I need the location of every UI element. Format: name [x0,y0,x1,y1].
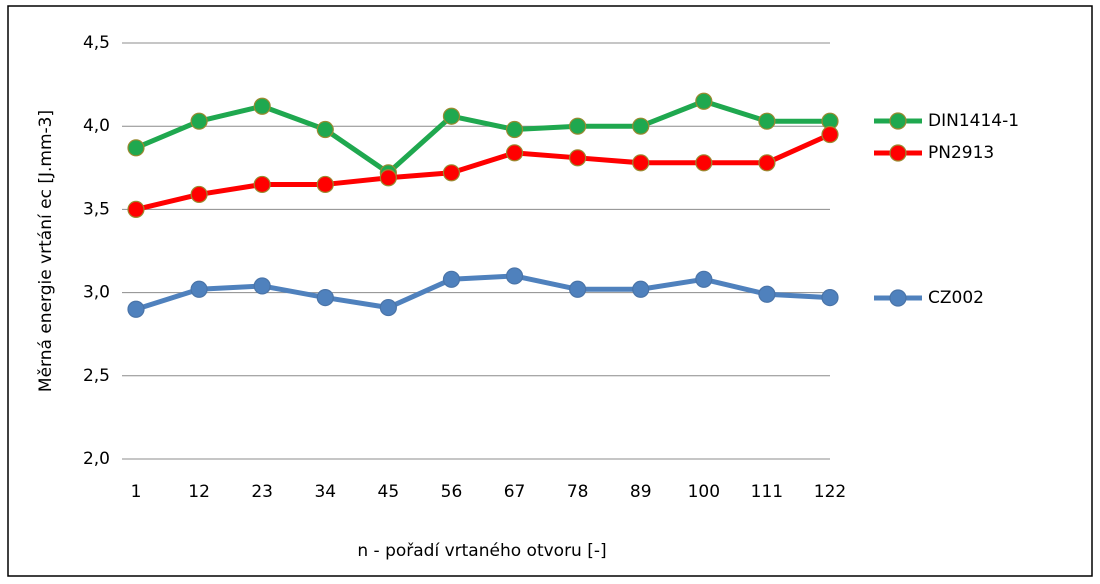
data-point [442,107,461,125]
y-tick-label: 2,0 [83,449,110,469]
y-tick-label: 3,0 [83,283,110,303]
series-line [135,273,831,312]
x-tick-label: 67 [504,482,526,502]
data-point [758,285,776,303]
y-tick-label: 4,5 [83,33,110,53]
x-tick-label: 78 [567,482,589,502]
data-point [442,164,461,182]
series-line [135,98,830,176]
data-point [190,185,208,204]
data-point [127,300,145,318]
y-tick-label: 2,5 [83,366,110,386]
data-point [505,267,524,285]
legend-marker [889,112,907,130]
x-tick-label: 45 [378,482,400,502]
data-point [821,288,839,307]
data-point [442,270,461,288]
data-point [632,280,650,298]
data-point [316,288,334,307]
data-point [316,120,334,139]
data-point [821,125,839,144]
data-point [695,92,713,110]
x-tick-label: 23 [251,482,273,502]
x-tick-label: 12 [188,482,210,502]
y-tick-label: 3,5 [83,199,110,219]
data-point [253,277,271,295]
data-point [190,280,208,298]
data-point [569,280,587,298]
data-point [758,112,776,130]
data-point [758,154,776,172]
data-point [569,149,587,167]
data-point [505,120,524,139]
data-point [253,97,271,115]
legend-marker [889,289,907,307]
legend-label: PN2913 [928,143,994,163]
legend-label: DIN1414-1 [928,111,1019,131]
series-line [135,132,832,212]
x-tick-label: 122 [814,482,846,502]
data-point [632,117,650,135]
data-point [127,139,145,157]
x-axis-label: n - pořadí vrtaného otvoru [-] [357,541,606,561]
x-tick-label: 111 [751,482,783,502]
data-point [569,117,587,135]
data-point [379,169,397,187]
data-point [190,112,208,130]
data-point [253,175,271,194]
data-point [316,175,334,194]
legend-label: CZ002 [928,288,984,308]
x-tick-label: 34 [314,482,336,502]
y-axis-label: Měrná energie vrtání ec [J.mm-3] [36,110,56,392]
data-point [695,154,713,172]
x-tick-label: 56 [441,482,463,502]
legend-marker [889,144,907,162]
data-point [379,298,397,317]
data-point [695,270,713,288]
x-tick-label: 100 [688,482,720,502]
x-tick-label: 89 [630,482,652,502]
data-point [632,154,650,172]
data-point [127,200,145,218]
y-tick-label: 4,0 [83,116,110,136]
data-point [505,144,524,162]
x-tick-label: 1 [131,482,142,502]
